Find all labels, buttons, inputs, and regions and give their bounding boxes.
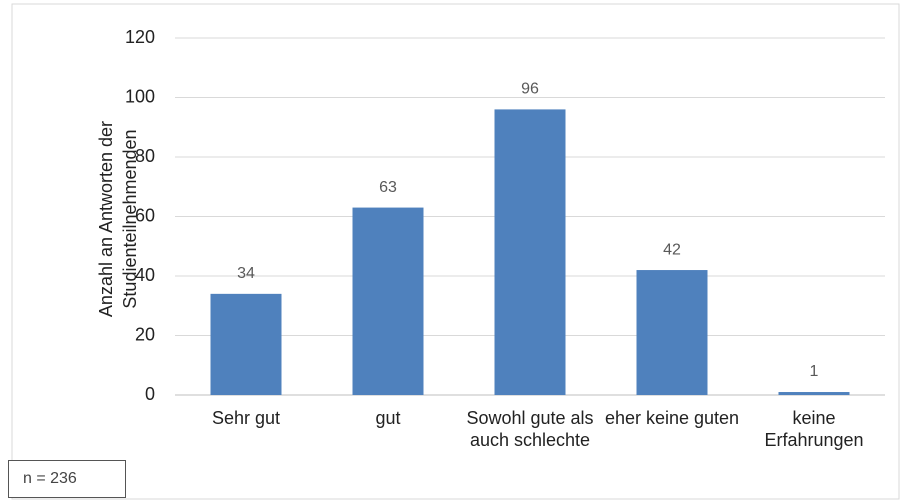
x-tick-label: keine Erfahrungen: [764, 408, 864, 450]
x-tick-label: eher keine guten: [604, 408, 740, 428]
data-label: 96: [521, 81, 539, 98]
y-tick-label: 0: [145, 384, 155, 404]
data-label: 34: [237, 265, 255, 282]
data-label: 1: [810, 363, 819, 380]
y-tick-label: 40: [135, 265, 155, 285]
x-tick-label: Sowohl gute als auch schlechte: [466, 408, 594, 450]
bar: [778, 392, 850, 395]
bar: [494, 109, 566, 396]
data-label: 63: [379, 179, 397, 196]
y-tick-label: 120: [125, 27, 155, 47]
y-axis-label: Anzahl an Antworten der Studienteilnehme…: [96, 120, 140, 318]
y-tick-label: 60: [135, 205, 155, 225]
chart-border: [11, 3, 900, 500]
bar: [210, 293, 282, 395]
annotation: n = 236: [8, 460, 126, 498]
x-tick-label: Sehr gut: [211, 408, 281, 428]
y-tick-label: 80: [135, 146, 155, 166]
bar: [636, 270, 708, 395]
bar: [352, 207, 424, 395]
data-label: 42: [663, 241, 681, 258]
y-tick-label: 100: [125, 86, 155, 106]
x-tick-label: gut: [375, 408, 401, 428]
y-tick-label: 20: [135, 324, 155, 344]
